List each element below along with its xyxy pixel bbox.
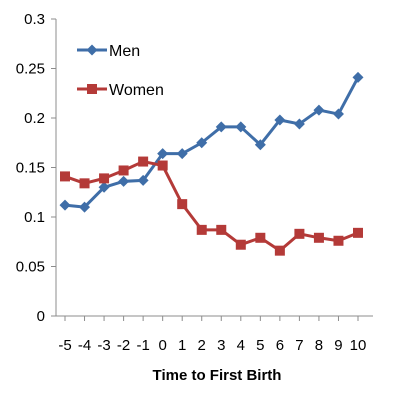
x-tick-label: -1	[136, 337, 149, 354]
x-tick-label: 6	[276, 337, 284, 354]
legend: Men Women	[77, 43, 164, 99]
data-point-women	[99, 173, 110, 184]
data-point-women	[118, 165, 129, 176]
x-tick-label: 8	[315, 337, 323, 354]
data-point-women	[216, 224, 227, 235]
data-point-men	[137, 174, 149, 186]
x-tick-label: 2	[198, 337, 206, 354]
y-tick-label: 0.15	[16, 160, 45, 177]
data-point-men	[274, 114, 286, 126]
data-point-women	[294, 228, 305, 239]
legend-item-women: Women	[77, 82, 164, 99]
x-tick-label: -5	[58, 337, 71, 354]
x-tick-label: 0	[158, 337, 166, 354]
y-tick-label: 0.1	[24, 209, 45, 226]
x-tick-label: 10	[350, 337, 367, 354]
data-point-women	[138, 156, 149, 167]
data-point-women	[157, 160, 168, 171]
data-point-women	[353, 227, 363, 238]
data-point-men	[254, 139, 266, 151]
x-tick-label: 9	[334, 337, 342, 354]
x-axis-title: Time to First Birth	[153, 367, 282, 384]
series-women-line	[64, 160, 359, 253]
data-point-men	[196, 137, 208, 149]
legend-marker-women	[87, 84, 97, 94]
series-men	[59, 71, 364, 213]
data-point-men	[313, 104, 325, 116]
y-tick-label: 0.3	[24, 11, 45, 28]
x-tick-label: -4	[78, 337, 91, 354]
data-point-men	[293, 118, 305, 130]
legend-item-men: Men	[77, 43, 140, 60]
series-men-line	[64, 76, 360, 209]
x-tick-label: 3	[217, 337, 225, 354]
axes: 00.050.10.150.20.250.3-5 -4 -3 -2 -1 0 1 2 3 4 5 6 7…	[16, 11, 373, 354]
y-tick-label: 0.05	[16, 259, 45, 276]
data-point-men	[98, 181, 110, 193]
x-tick-label: 5	[256, 337, 264, 354]
data-point-women	[333, 235, 344, 246]
data-point-women	[274, 245, 285, 256]
data-point-women	[177, 199, 188, 210]
series-layer	[59, 71, 364, 256]
data-point-women	[79, 178, 90, 189]
data-point-women	[313, 232, 324, 243]
x-tick-label: 7	[295, 337, 303, 354]
x-tick-label: 1	[178, 337, 186, 354]
x-tick-label: -3	[97, 337, 110, 354]
data-point-men	[176, 148, 188, 160]
data-point-women	[60, 171, 70, 182]
data-point-women	[255, 232, 266, 243]
data-point-men	[215, 121, 227, 133]
legend-label-men: Men	[109, 43, 140, 60]
data-point-men	[118, 175, 130, 187]
series-women	[60, 156, 363, 256]
data-point-men	[352, 71, 364, 83]
x-tick-label: -2	[117, 337, 130, 354]
data-point-men	[79, 201, 91, 213]
data-point-men	[332, 108, 344, 120]
legend-marker-men	[86, 44, 98, 56]
data-point-women	[196, 224, 207, 235]
data-point-women	[235, 239, 246, 250]
data-point-men	[235, 121, 247, 133]
x-tick-label: 4	[237, 337, 245, 354]
data-point-men	[157, 148, 169, 160]
y-tick-label: 0.25	[16, 61, 45, 78]
legend-label-women: Women	[109, 82, 164, 99]
y-tick-label: 0.2	[24, 110, 45, 127]
y-tick-label: 0	[37, 308, 45, 325]
data-point-men	[59, 199, 71, 211]
